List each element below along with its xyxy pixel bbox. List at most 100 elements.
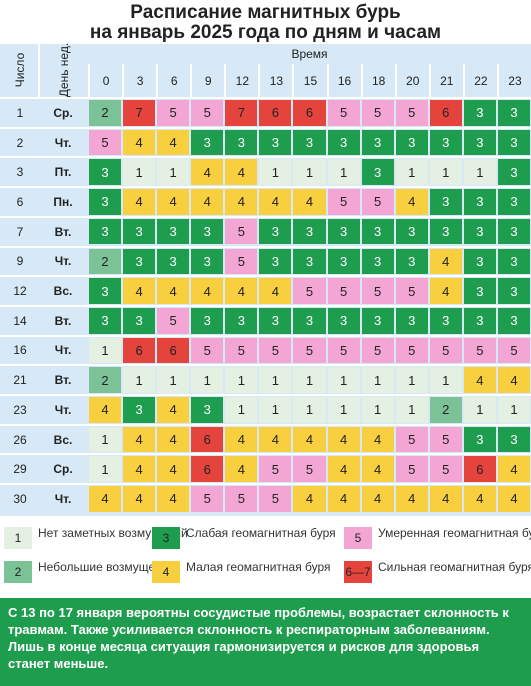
level-cell: 1: [259, 397, 292, 423]
level-cell: 3: [89, 189, 122, 215]
level-cell: 5: [191, 100, 224, 126]
weekday: Чт.: [54, 343, 72, 358]
level-cell: 4: [293, 486, 326, 512]
level-cell: 3: [463, 129, 496, 156]
level-cell: 3: [395, 218, 428, 245]
level-cell: 1: [89, 337, 122, 364]
level-cell: 6: [191, 456, 224, 483]
level-cell: 4: [225, 189, 258, 215]
weekday: Пн.: [53, 194, 73, 209]
level-cell: 4: [293, 189, 326, 215]
day: 23: [13, 402, 27, 417]
level-cell: 4: [497, 456, 530, 483]
level-cell: 1: [327, 397, 360, 423]
weekday: Вт.: [54, 313, 72, 328]
legend-text: Нет заметных возмущений: [38, 526, 188, 540]
day: 2: [16, 135, 24, 150]
level-cell: 3: [225, 307, 258, 334]
level-cell: 3: [497, 426, 530, 453]
level-cell: 1: [123, 159, 156, 186]
weekday: Чт.: [54, 135, 72, 150]
level-cell: 4: [191, 278, 224, 304]
day: 6: [16, 194, 24, 209]
level-cell: 5: [259, 337, 292, 364]
level-cell: 4: [89, 486, 122, 512]
level-cell: 3: [123, 218, 156, 245]
level-cell: 5: [157, 100, 190, 126]
level-cell: 3: [293, 218, 326, 245]
level-cell: 4: [123, 189, 156, 215]
level-cell: 1: [191, 367, 224, 393]
hour-label: 20: [394, 64, 429, 97]
weekday: Ср.: [53, 462, 73, 477]
level-cell: 6: [157, 337, 190, 364]
legend-text: Сильная геомагнитная буря: [378, 560, 531, 574]
level-cell: 4: [361, 456, 394, 483]
level-cell: 5: [429, 456, 462, 483]
weekday: Ср.: [53, 105, 73, 120]
hour-label: 13: [258, 64, 292, 97]
day: 30: [13, 491, 27, 506]
row-separator: [0, 423, 531, 426]
title-line: Расписание магнитных бурь: [130, 2, 401, 23]
level-cell: 3: [361, 248, 394, 275]
row-separator: [0, 97, 531, 99]
weekday: Вт.: [54, 373, 72, 388]
legend-text: Малая геомагнитная буря: [186, 560, 331, 574]
level-cell: 4: [225, 426, 258, 453]
level-cell: 4: [157, 129, 190, 156]
hour-label: 9: [190, 64, 224, 97]
weekday: Вс.: [53, 432, 73, 447]
level-cell: 4: [259, 278, 292, 304]
level-cell: 3: [191, 307, 224, 334]
level-cell: 3: [157, 218, 190, 245]
day: 29: [13, 462, 27, 477]
level-cell: 4: [123, 456, 156, 483]
level-cell: 3: [225, 129, 258, 156]
row-separator: [0, 453, 531, 456]
time-header: Время: [291, 47, 328, 61]
level-cell: 5: [293, 456, 326, 483]
weekday: Вс.: [53, 284, 73, 299]
level-cell: 1: [395, 397, 428, 423]
level-cell: 1: [89, 456, 122, 483]
row-separator: [0, 215, 531, 218]
level-cell: 5: [157, 307, 190, 334]
level-cell: 3: [293, 248, 326, 275]
level-cell: 1: [395, 159, 428, 186]
level-cell: 1: [293, 159, 326, 186]
level-cell: 1: [327, 159, 360, 186]
day: 3: [16, 165, 24, 180]
level-cell: 4: [497, 367, 530, 393]
day: 16: [13, 343, 27, 358]
level-cell: 3: [497, 307, 530, 334]
level-cell: 3: [497, 129, 530, 156]
legend-swatch: 5: [344, 527, 372, 549]
level-cell: 3: [463, 307, 496, 334]
level-cell: 3: [463, 218, 496, 245]
level-cell: 3: [395, 129, 428, 156]
level-cell: 3: [463, 248, 496, 275]
level-cell: 5: [395, 100, 428, 126]
level-cell: 1: [293, 367, 326, 393]
level-cell: 1: [497, 397, 530, 423]
level-cell: 3: [429, 129, 462, 156]
level-cell: 7: [123, 100, 156, 126]
level-cell: 1: [429, 159, 462, 186]
level-cell: 5: [327, 189, 360, 215]
level-cell: 4: [123, 278, 156, 304]
day: 7: [16, 224, 24, 239]
level-cell: 4: [89, 397, 122, 423]
level-cell: 5: [259, 486, 292, 512]
day: 14: [13, 313, 27, 328]
level-cell: 5: [463, 337, 496, 364]
level-cell: 5: [225, 218, 258, 245]
level-cell: 3: [327, 248, 360, 275]
day: 21: [13, 373, 27, 388]
legend-text: Небольшие возмущения: [38, 560, 175, 574]
level-cell: 4: [157, 278, 190, 304]
level-cell: 4: [327, 426, 360, 453]
level-cell: 4: [259, 189, 292, 215]
hour-label: 23: [496, 64, 531, 97]
title-line: на январь 2025 года по дням и часам: [89, 22, 442, 43]
